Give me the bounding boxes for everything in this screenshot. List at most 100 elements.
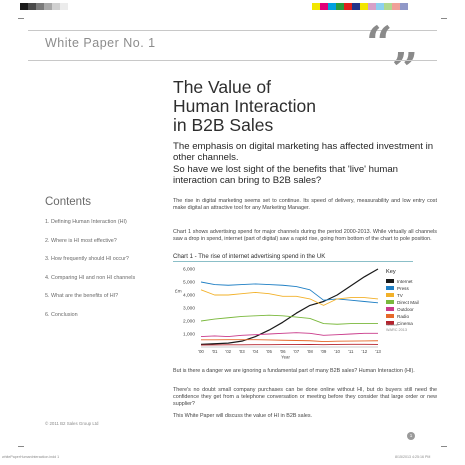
- registration-swatch: [60, 3, 68, 10]
- contents-item: 3. How frequently should HI occur?: [45, 256, 129, 262]
- legend-label: Internet: [397, 279, 413, 284]
- series-line-direct-mail: [200, 314, 378, 325]
- legend-swatch: [386, 300, 394, 304]
- x-tick-label: '12: [362, 349, 368, 354]
- registration-swatch: [392, 3, 400, 10]
- print-slug-filename: whitePaperHumanInteraction.indd 1: [2, 455, 60, 459]
- x-tick-label: '05: [266, 349, 272, 354]
- x-tick-label: '09: [321, 349, 327, 354]
- y-tick-label: 6,000: [183, 267, 195, 273]
- legend-label: Radio: [397, 314, 409, 319]
- legend-label: Cinema: [397, 321, 413, 326]
- legend-label: Press: [397, 286, 409, 291]
- title-line: The Value of: [173, 77, 271, 97]
- legend-swatch: [386, 307, 394, 311]
- registration-swatch: [36, 3, 44, 10]
- x-tick-label: '07: [293, 349, 299, 354]
- contents-item: 6. Conclusion: [45, 311, 78, 318]
- registration-swatch: [360, 3, 368, 10]
- crop-mark: [441, 446, 447, 447]
- y-tick-label: 3,000: [183, 306, 195, 312]
- body-paragraph: There's no doubt small company purchases…: [173, 387, 437, 407]
- legend-swatch: [386, 279, 394, 283]
- series-line-radio: [201, 339, 379, 342]
- registration-swatch: [28, 3, 36, 10]
- internet-spend-chart: 6,000 5,000 4,000 3,000 2,000 1,000 £m '00 '01 '0…: [175, 267, 419, 360]
- header-rule-bottom: [28, 60, 437, 61]
- y-axis-label: £m: [175, 288, 182, 294]
- x-tick-label: '08: [307, 349, 313, 354]
- chart-title: Chart 1 - The rise of internet advertisi…: [173, 253, 326, 260]
- y-tick-label: 1,000: [183, 332, 195, 338]
- contents-heading: Contents: [45, 196, 92, 208]
- white-paper-label: White Paper No. 1: [45, 36, 156, 50]
- contents-item: 1. Defining Human Interaction (HI): [45, 219, 127, 225]
- body-paragraph: The rise in digital marketing seems set …: [173, 198, 437, 211]
- y-tick-label: 4,000: [183, 293, 195, 299]
- contents-item: 2. Where is HI most effective?: [45, 237, 117, 244]
- contents-item: 5. What are the benefits of HI?: [45, 293, 119, 299]
- x-tick-label: '11: [348, 349, 354, 354]
- series-line-internet: [200, 268, 379, 345]
- header-rule-top: [28, 30, 437, 31]
- copyright-notice: © 2011 B2 Sales Group Ltd: [45, 421, 99, 426]
- crop-mark: [18, 18, 24, 19]
- contents-list: 1. Defining Human Interaction (HI) 2. Wh…: [45, 219, 135, 330]
- registration-swatch: [384, 3, 392, 10]
- registration-swatch: [344, 3, 352, 10]
- series-line-tv: [200, 289, 379, 306]
- chart-source-note: Source:: [386, 323, 399, 327]
- x-tick-label: '03: [239, 349, 245, 354]
- x-axis-label: Year: [281, 355, 290, 360]
- subheading: So have we lost sight of the benefits th…: [173, 164, 398, 186]
- body-paragraph: Chart 1 shows advertising spend for majo…: [173, 229, 437, 242]
- legend-swatch: [386, 293, 394, 297]
- x-tick-label: '00: [198, 349, 204, 354]
- legend-label: Outdoor: [397, 307, 414, 312]
- registration-bar-grayscale: [20, 3, 76, 10]
- legend-label: TV: [397, 293, 404, 298]
- registration-swatch: [336, 3, 344, 10]
- chart-source-note: WARC 2013: [386, 328, 407, 332]
- registration-swatch: [68, 3, 76, 10]
- x-tick-label: '02: [225, 349, 231, 354]
- legend-swatch: [386, 286, 394, 290]
- body-paragraph: But is there a danger we are ignoring a …: [173, 368, 415, 374]
- registration-swatch: [44, 3, 52, 10]
- crop-mark: [441, 18, 447, 19]
- series-line-outdoor: [200, 332, 378, 338]
- page-number-badge: 1: [407, 432, 415, 440]
- registration-swatch: [376, 3, 384, 10]
- registration-bar-color: [312, 3, 408, 10]
- y-tick-label: 2,000: [183, 319, 195, 325]
- x-tick-label: '01: [212, 349, 218, 354]
- series-line-press: [200, 281, 379, 304]
- x-tick-label: '10: [334, 349, 340, 354]
- contents-item: 4. Comparing HI and non HI channels: [45, 274, 136, 281]
- chart-title-rule: [173, 261, 413, 262]
- y-tick-label: 5,000: [183, 280, 195, 286]
- legend-label: Direct Mail: [397, 300, 419, 305]
- quote-mark-icon: “„: [366, 16, 419, 70]
- title-line: Human Interaction: [173, 96, 316, 116]
- x-tick-label: '06: [280, 349, 286, 354]
- legend-swatch: [386, 314, 394, 318]
- document-title: The Value of Human Interaction in B2B Sa…: [173, 78, 443, 135]
- title-line: in B2B Sales: [173, 115, 274, 135]
- registration-swatch: [312, 3, 320, 10]
- registration-swatch: [352, 3, 360, 10]
- registration-swatch: [20, 3, 28, 10]
- registration-swatch: [368, 3, 376, 10]
- print-slug-timestamp: 8/15/2013 4:25:16 PM: [395, 455, 431, 459]
- series-line-cinema: [200, 343, 379, 346]
- legend-swatch: [386, 321, 394, 325]
- crop-mark: [18, 446, 24, 447]
- registration-swatch: [320, 3, 328, 10]
- x-tick-label: '04: [253, 349, 259, 354]
- registration-swatch: [328, 3, 336, 10]
- x-tick-label: '13: [375, 349, 381, 354]
- registration-swatch: [400, 3, 408, 10]
- registration-swatch: [52, 3, 60, 10]
- body-paragraph: This White Paper will discuss the value …: [173, 413, 313, 419]
- legend-title: Key: [386, 269, 396, 275]
